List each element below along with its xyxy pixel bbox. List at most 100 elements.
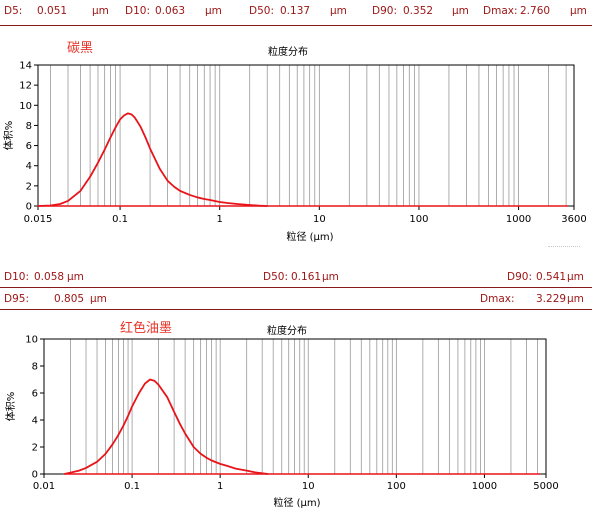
data-point [200,453,202,455]
data-point [211,459,213,462]
x-tick-label: 0.1 [112,214,128,225]
sample-label: 红色油墨 [120,321,173,336]
d5-value: 0.051 [37,5,68,17]
panel1-stats-row: D5: 0.051 μm D10: 0.063 μm D50: 0.137 μm… [0,4,592,20]
data-point [261,472,263,474]
data-point [254,471,256,473]
d50-unit: μm [322,271,339,283]
data-point [134,116,136,118]
data-point [109,136,112,139]
data-point [219,463,221,465]
data-point [173,411,175,413]
x-tick-label: 1000 [506,214,531,225]
d5-label: D5: [4,5,23,17]
y-tick-label: 6 [26,141,32,152]
d10-value: 0.063 [155,5,186,17]
data-point [78,470,80,472]
data-point [97,162,99,164]
y-tick-label: 4 [32,416,38,427]
panel2-stats-row-2: D95: 0.805 μm Dmax: 3.229 μm [0,292,592,308]
x-tick-label: 0.015 [24,214,53,225]
data-point [123,114,125,116]
data-point [59,203,61,205]
y-tick-label: 4 [26,161,32,172]
data-point [167,180,169,182]
data-point [246,470,248,472]
d90-unit: μm [452,5,469,17]
plot-frame [37,64,575,207]
d95-label: D95: [4,293,29,305]
data-point [219,201,221,203]
d90-unit: μm [567,271,584,283]
data-point [144,382,146,385]
y-tick-label: 2 [26,181,32,192]
x-tick-label: 10 [302,481,315,492]
y-tick-label: 8 [26,121,32,132]
grid-lines [50,65,567,206]
y-tick-label: 10 [25,335,38,346]
data-point [226,202,229,204]
dmax-label: Dmax: [483,5,518,17]
grid-lines [70,339,538,474]
dmax-unit: μm [570,5,587,17]
data-point [184,432,186,435]
x-tick-label: 1 [217,481,223,492]
data-point [138,392,140,394]
data-point [158,384,160,386]
data-point [104,149,106,151]
data-point [266,205,268,207]
data-point [130,113,133,115]
data-point [203,198,205,200]
data-point [79,190,82,192]
d50-value: 0.137 [280,5,311,17]
data-point [173,186,175,188]
data-point [249,204,251,206]
x-axis-title: 粒径 (μm) [286,230,333,243]
panel1-stats-rule [0,25,592,26]
d95-unit: μm [90,293,107,305]
data-point [226,465,228,467]
x-tick-label: 3600 [561,214,586,225]
d50-label: D50: [263,271,288,283]
distribution-curve [37,112,268,207]
data-point [131,405,133,408]
data-point [117,434,120,436]
d90-label: D90: [372,5,397,17]
data-point [189,194,191,196]
data-point [139,125,142,128]
data-point [209,199,211,201]
chart-panel-1: 0 2 4 6 8 10 12 14 0.015 0.1 1 10 100 1000 3600 粒径 (μm)… [3,61,587,244]
d10-unit: μm [67,271,84,283]
data-point [69,472,72,474]
data-point [104,453,107,455]
d90-value: 0.352 [403,5,434,17]
data-point [179,423,181,425]
chart-panel-2: 0 2 4 6 8 10 0.01 0.1 1 10 100 1000 5000 粒径 (μm) 体积% [5,335,559,510]
dmax-value: 2.760 [520,5,551,17]
d50-unit: μm [330,5,347,17]
chart-title: 粒度分布 [267,326,307,337]
data-point [89,176,91,178]
d10-label: D10: [4,271,29,283]
dmax-unit: μm [567,293,584,305]
dmax-value: 3.229 [536,293,567,305]
panel2-stats-row-1: D10: 0.058 μm D50: 0.161 μm D90: 0.541 μ… [0,270,592,286]
data-point [179,190,181,192]
x-tick-label: 0.01 [33,481,55,492]
x-tick-label: 10 [313,214,326,225]
data-point [197,196,199,199]
panel2-stats-rule-2 [0,309,592,310]
data-point [122,424,125,426]
x-tick-label: 100 [409,214,428,225]
data-point [96,461,98,463]
panel2-stats-rule-1 [0,287,592,288]
data-point [127,112,129,114]
y-tick-label: 0 [26,202,32,213]
x-tick-label: 0.1 [124,481,140,492]
x-axis-title: 粒径 (μm) [273,496,320,509]
y-axis-title: 体积% [5,392,17,422]
data-point [114,126,117,129]
data-point [119,118,121,120]
y-tick-label: 8 [32,362,38,373]
d50-value: 0.161 [291,271,322,283]
